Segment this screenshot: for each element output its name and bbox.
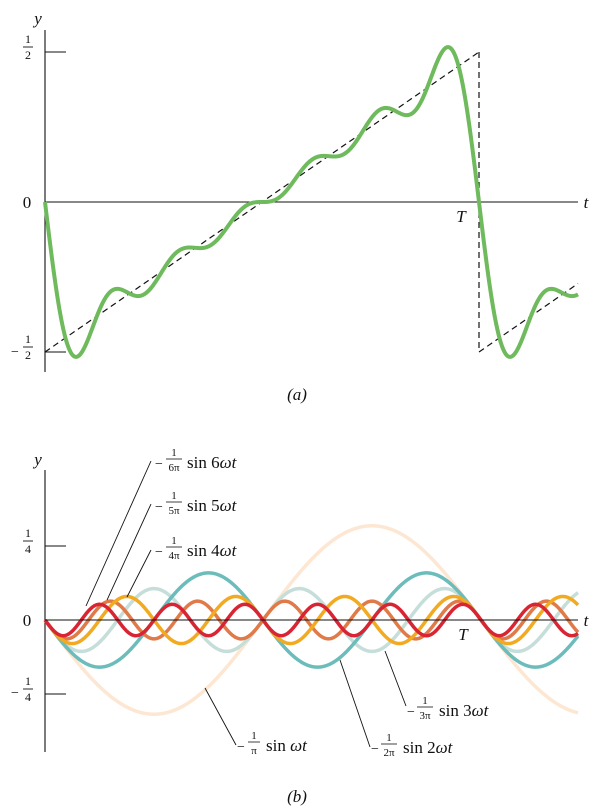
panel-a: y t 0 1 2 − 1 2 T (a) (11, 9, 590, 404)
label-h1: − 1 π sin ωt (237, 730, 308, 757)
svg-text:1: 1 (25, 32, 31, 46)
svg-text:sin 4ωt: sin 4ωt (187, 541, 238, 560)
a-period-label: T (456, 207, 467, 226)
svg-text:1: 1 (386, 732, 392, 744)
b-y-axis-label: y (32, 450, 42, 469)
label-h3: − 1 3π sin 3ωt (407, 695, 490, 722)
label-h6: − 1 6π sin 6ωt (155, 447, 238, 474)
a-t-axis-label: t (584, 193, 590, 212)
leader-h4 (126, 549, 152, 598)
svg-text:−: − (237, 740, 245, 755)
svg-text:sin 6ωt: sin 6ωt (187, 453, 238, 472)
svg-text:1: 1 (251, 730, 257, 742)
svg-text:1: 1 (171, 447, 177, 459)
label-h4: − 1 4π sin 4ωt (155, 535, 238, 562)
b-tick-top-label: 1 4 (23, 526, 33, 556)
svg-text:3π: 3π (419, 710, 431, 722)
leader-h1 (204, 687, 237, 746)
svg-text:sin 5ωt: sin 5ωt (187, 496, 238, 515)
svg-text:−: − (155, 500, 163, 515)
a-tick-bottom-label: − 1 2 (11, 332, 33, 362)
annotation-leaders (85, 460, 407, 748)
a-panel-label: (a) (287, 385, 307, 404)
svg-text:1: 1 (25, 332, 31, 346)
svg-text:π: π (251, 745, 257, 757)
svg-text:4π: 4π (168, 550, 180, 562)
svg-text:5π: 5π (168, 505, 180, 517)
label-h2: − 1 2π sin 2ωt (371, 732, 454, 759)
panel-b: y t 0 1 4 − 1 4 T (11, 447, 590, 806)
b-tick-zero-label: 0 (23, 611, 32, 630)
a-tick-top-label: 1 2 (23, 32, 33, 62)
svg-text:sin 2ωt: sin 2ωt (403, 738, 454, 757)
harmonic-6-curve (43, 602, 579, 638)
svg-text:−: − (371, 742, 379, 757)
leader-h5 (106, 503, 152, 601)
b-panel-label: (b) (287, 787, 307, 806)
svg-text:1: 1 (171, 490, 177, 502)
svg-text:1: 1 (25, 526, 31, 540)
b-tick-bottom-label: − 1 4 (11, 674, 33, 704)
svg-text:2π: 2π (383, 747, 395, 759)
leader-h2 (339, 659, 371, 748)
fourier-sum-curve (43, 45, 580, 359)
svg-text:1: 1 (171, 535, 177, 547)
label-h5: − 1 5π sin 5ωt (155, 490, 238, 517)
svg-text:6π: 6π (168, 462, 180, 474)
svg-text:−: − (11, 345, 19, 360)
svg-text:sin 3ωt: sin 3ωt (439, 701, 490, 720)
svg-text:1: 1 (25, 674, 31, 688)
a-tick-zero-label: 0 (23, 193, 32, 212)
svg-text:4: 4 (25, 542, 31, 556)
b-t-axis-label: t (584, 611, 590, 630)
svg-text:2: 2 (25, 48, 31, 62)
svg-text:−: − (11, 686, 19, 701)
svg-text:−: − (407, 705, 415, 720)
svg-text:2: 2 (25, 348, 31, 362)
svg-text:−: − (155, 457, 163, 472)
leader-h6 (85, 460, 152, 607)
a-y-axis-label: y (32, 9, 42, 28)
b-period-label: T (458, 625, 469, 644)
svg-text:−: − (155, 545, 163, 560)
svg-text:1: 1 (422, 695, 428, 707)
svg-text:4: 4 (25, 690, 31, 704)
svg-text:sin ωt: sin ωt (266, 736, 308, 755)
leader-h3 (384, 650, 407, 707)
